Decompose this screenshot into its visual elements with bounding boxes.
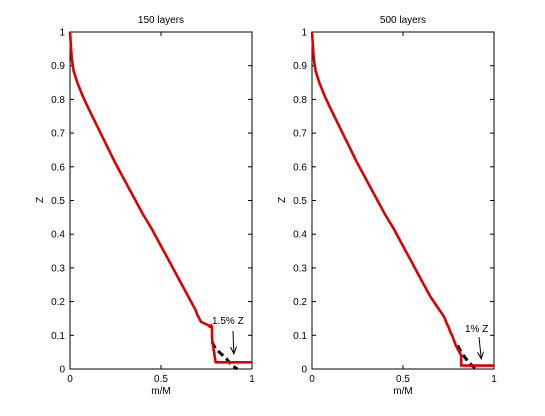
y-tick-label: 0.9: [51, 61, 65, 72]
y-tick-label: 0.1: [51, 331, 65, 342]
y-tick-label: 0.2: [293, 297, 307, 308]
annotation-arrow-head: [230, 346, 238, 356]
annotation-arrow-shaft: [232, 330, 235, 354]
x-ticks: 0 0.5 1: [309, 32, 497, 385]
y-tick-label: 0.4: [293, 230, 307, 241]
y-tick-label: 0.9: [293, 61, 307, 72]
x-ticks: 0 0.5 1: [67, 32, 255, 385]
y-tick-label: 0: [59, 365, 65, 376]
panel-title: 150 layers: [138, 15, 184, 26]
plot-frame: [311, 31, 495, 370]
panel-title: 500 layers: [380, 15, 426, 26]
y-axis-label: Z: [277, 197, 288, 203]
y-tick-label: 0: [301, 365, 307, 376]
dashed-series-line: [210, 341, 239, 371]
series-lines: [310, 31, 494, 371]
y-tick-label: 0.2: [51, 297, 65, 308]
y-tick-label: 0.3: [293, 263, 307, 274]
x-tick-label: 0: [67, 374, 73, 385]
annotation-text: 1.5% Z: [212, 316, 244, 327]
y-axis-label: Z: [35, 197, 46, 203]
annotation-text: 1% Z: [465, 324, 488, 335]
x-tick-label: 1: [491, 374, 497, 385]
x-tick-label: 1: [249, 374, 255, 385]
series-lines: [68, 31, 252, 371]
y-tick-label: 1: [301, 28, 307, 39]
solid-series-line: [68, 31, 252, 364]
y-tick-label: 0.3: [51, 263, 65, 274]
annotation-arrow-shaft: [478, 336, 482, 359]
y-tick-label: 0.5: [293, 196, 307, 207]
y-tick-label: 1: [59, 28, 65, 39]
x-axis-label: m/M: [393, 386, 412, 397]
x-tick-label: 0: [309, 374, 315, 385]
y-tick-label: 0.6: [293, 162, 307, 173]
y-tick-label: 0.7: [51, 129, 65, 140]
x-tick-label: 0.5: [154, 374, 168, 385]
y-ticks: 0 0.1 0.2 0.3 0.4 0.5 0.6 0.7 0.8 0.9 1: [293, 28, 494, 376]
y-tick-label: 0.4: [51, 230, 65, 241]
solid-series-line: [310, 31, 494, 367]
y-tick-label: 0.7: [293, 129, 307, 140]
annotation: 1% Z: [465, 324, 488, 361]
x-axis-label: m/M: [151, 386, 170, 397]
y-tick-label: 0.8: [293, 95, 307, 106]
y-tick-label: 0.6: [51, 162, 65, 173]
annotation-arrow-head: [477, 351, 485, 361]
x-tick-label: 0.5: [396, 374, 410, 385]
y-tick-label: 0.8: [51, 95, 65, 106]
panel-500-layers: 500 layers 0 0.1 0.2 0.3 0.4 0.5 0.6 0.7 0.8 0.9 1…: [277, 15, 497, 397]
y-tick-label: 0.5: [51, 196, 65, 207]
y-tick-label: 0.1: [293, 331, 307, 342]
panel-150-layers: 150 layers 0 0.1 0.2 0.3 0.4 0.5 0.6 0.7 0.8 0.9 1…: [35, 15, 255, 397]
annotation: 1.5% Z: [212, 316, 244, 356]
